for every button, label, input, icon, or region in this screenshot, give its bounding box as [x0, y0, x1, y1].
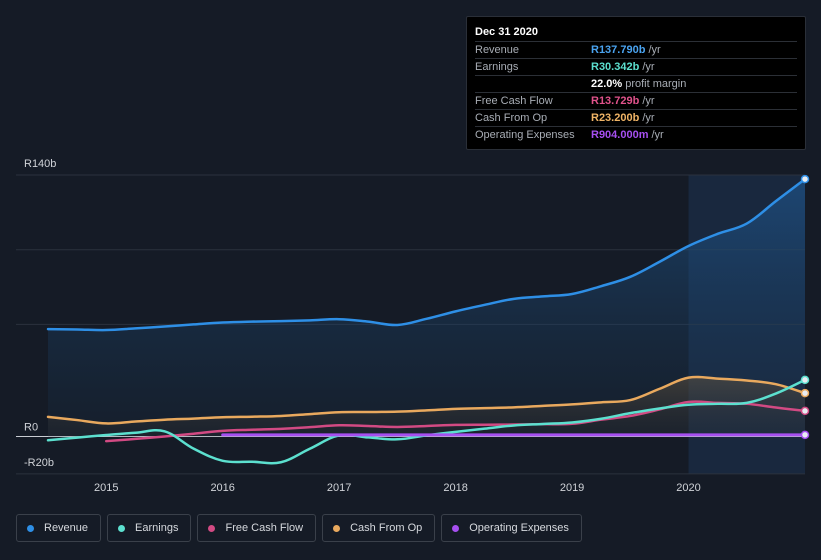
tooltip-row-value: 22.0%	[591, 78, 623, 90]
tooltip-rows: Revenue R137.790b/yr Earnings R30.342b/yr 22…	[475, 42, 797, 144]
tooltip-row-value: R137.790b	[591, 44, 646, 56]
legend-dot-icon	[452, 524, 460, 532]
tooltip-row-label: Revenue	[475, 44, 520, 56]
y-tick-label: R140b	[24, 158, 56, 170]
revenue-end-point	[800, 174, 810, 184]
y-tick-label: -R20b	[24, 457, 54, 469]
tooltip-row-label	[475, 76, 591, 92]
tooltip-row-value: R23.200b	[591, 112, 640, 124]
x-tick-label: 2016	[210, 482, 234, 494]
tooltip-row-unit: /yr	[651, 129, 664, 141]
chart-legend: Revenue Earnings Free Cash Flow Cash From O…	[16, 514, 582, 542]
y-axis-labels: R140b R0 -R20b	[24, 158, 56, 469]
tooltip-row-unit: profit margin	[625, 78, 687, 90]
x-tick-label: 2015	[94, 482, 118, 494]
tooltip-row-unit: /yr	[642, 112, 655, 124]
legend-dot-icon	[208, 524, 216, 532]
tooltip-row: Free Cash Flow R13.729b/yr	[475, 93, 797, 110]
tooltip-row-label: Free Cash Flow	[475, 95, 553, 107]
tooltip-row-value: R30.342b	[591, 61, 640, 73]
revenue-line	[46, 177, 807, 332]
legend-label: Cash From Op	[350, 522, 423, 534]
tooltip-row-value: R904.000m	[591, 129, 649, 141]
legend-label: Operating Expenses	[469, 522, 569, 534]
legend-item-revenue[interactable]: Revenue	[16, 514, 102, 542]
legend-item-operating-expenses[interactable]: Operating Expenses	[441, 514, 582, 542]
series-areas	[48, 179, 805, 437]
tooltip-row-unit: /yr	[642, 61, 655, 73]
x-axis-labels: 2015 2016 2017 2018 2019 2020	[94, 482, 701, 494]
cash-from-op-end-point	[800, 388, 810, 398]
x-tick-label: 2020	[676, 482, 700, 494]
legend-label: Free Cash Flow	[225, 522, 304, 534]
tooltip-row-unit: /yr	[642, 95, 655, 107]
legend-item-free-cash-flow[interactable]: Free Cash Flow	[197, 514, 317, 542]
legend-label: Earnings	[135, 522, 179, 534]
tooltip-row: Revenue R137.790b/yr	[475, 42, 797, 59]
x-tick-label: 2018	[443, 482, 467, 494]
free-cash-flow-end-point	[800, 406, 810, 416]
tooltip-row-label: Earnings	[475, 61, 519, 73]
series-end-markers	[800, 174, 810, 440]
tooltip-row: Operating Expenses R904.000m/yr	[475, 127, 797, 144]
legend-item-earnings[interactable]: Earnings	[107, 514, 192, 542]
tooltip-row: 22.0% profit margin	[475, 76, 797, 93]
data-tooltip: Dec 31 2020 Revenue R137.790b/yr Earnings R…	[466, 16, 806, 150]
cash-from-op-area	[48, 376, 805, 437]
series-lines	[46, 177, 807, 465]
tooltip-row: Earnings R30.342b/yr	[475, 59, 797, 76]
legend-dot-icon	[118, 524, 126, 532]
y-tick-label: R0	[24, 422, 38, 434]
tooltip-row-value: R13.729b	[591, 95, 640, 107]
legend-label: Revenue	[44, 522, 89, 534]
legend-dot-icon	[333, 524, 341, 532]
tooltip-row-label: Cash From Op	[475, 112, 548, 124]
x-tick-label: 2017	[327, 482, 351, 494]
tooltip-row-label: Operating Expenses	[475, 129, 575, 141]
cash-from-op-line	[46, 375, 807, 425]
earnings-end-point	[800, 375, 810, 385]
revenue-area	[48, 179, 805, 437]
operating-expenses-end-point	[800, 430, 810, 440]
tooltip-date: Dec 31 2020	[475, 25, 797, 42]
legend-dot-icon	[27, 524, 34, 532]
tooltip-row: Cash From Op R23.200b/yr	[475, 110, 797, 127]
legend-item-cash-from-op[interactable]: Cash From Op	[322, 514, 436, 542]
free-cash-flow-line	[104, 400, 807, 443]
x-tick-label: 2019	[560, 482, 584, 494]
tooltip-row-unit: /yr	[648, 44, 661, 56]
